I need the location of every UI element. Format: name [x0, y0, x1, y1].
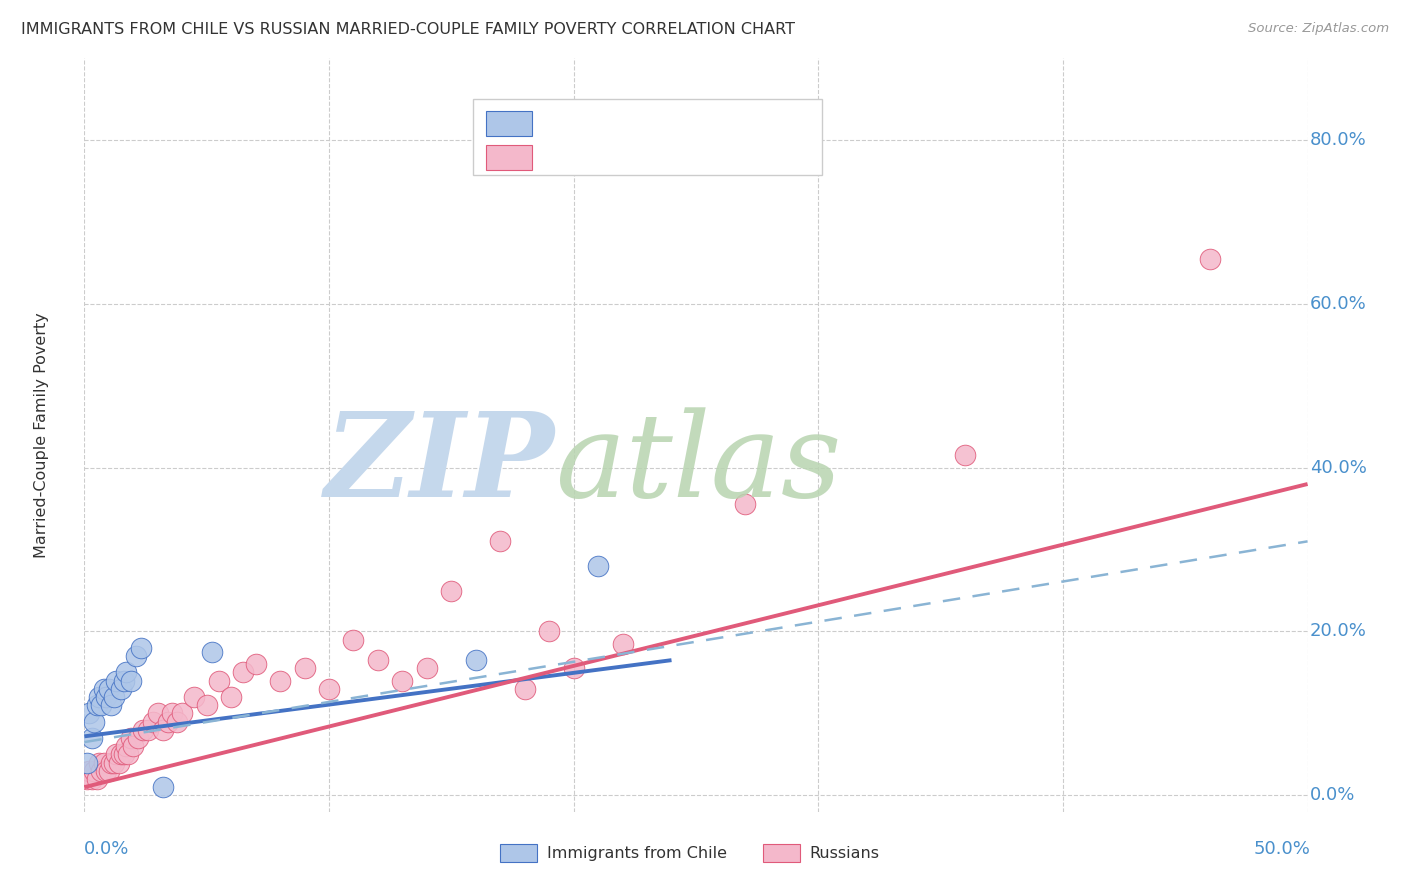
Point [96, 764, 118, 778]
Point [112, 673, 135, 688]
Point [538, 624, 561, 639]
Text: Immigrants from Chile: Immigrants from Chile [547, 846, 727, 861]
Text: R = 0.474   N = 23: R = 0.474 N = 23 [544, 114, 716, 132]
Point [76, 772, 98, 786]
Point [146, 706, 169, 721]
Point [110, 681, 132, 696]
Point [90, 764, 112, 778]
Point [200, 645, 222, 659]
Point [105, 673, 128, 688]
Point [416, 661, 439, 675]
Point [342, 632, 364, 647]
Point [77, 764, 100, 778]
Point [97, 681, 120, 696]
Point [586, 558, 609, 573]
Point [172, 706, 194, 721]
Point [367, 653, 389, 667]
Point [83, 764, 105, 778]
Point [120, 673, 142, 688]
FancyBboxPatch shape [501, 844, 537, 863]
Point [734, 498, 756, 512]
Point [86, 698, 108, 713]
Point [83, 714, 105, 729]
Point [183, 690, 205, 704]
Text: 60.0%: 60.0% [1310, 294, 1367, 313]
FancyBboxPatch shape [474, 99, 823, 175]
Point [127, 731, 149, 745]
Point [120, 731, 142, 745]
Point [391, 673, 413, 688]
Point [122, 739, 145, 754]
Point [86, 772, 108, 786]
Point [489, 534, 512, 549]
Point [115, 739, 138, 754]
Point [232, 665, 254, 680]
Point [105, 747, 128, 762]
Point [80, 731, 103, 745]
Text: 0.0%: 0.0% [84, 840, 129, 858]
Point [115, 665, 138, 680]
Point [125, 648, 148, 663]
Text: 40.0%: 40.0% [1310, 458, 1367, 476]
Point [162, 706, 184, 721]
Point [97, 764, 120, 778]
Point [87, 756, 110, 770]
Point [562, 661, 585, 675]
Text: IMMIGRANTS FROM CHILE VS RUSSIAN MARRIED-COUPLE FAMILY POVERTY CORRELATION CHART: IMMIGRANTS FROM CHILE VS RUSSIAN MARRIED… [21, 22, 794, 37]
Point [294, 661, 316, 675]
Point [166, 714, 188, 729]
Point [245, 657, 267, 672]
FancyBboxPatch shape [485, 145, 531, 169]
Text: 0.0%: 0.0% [1310, 787, 1355, 805]
FancyBboxPatch shape [763, 844, 800, 863]
Point [513, 681, 536, 696]
Point [208, 673, 231, 688]
Point [152, 723, 174, 737]
Text: Source: ZipAtlas.com: Source: ZipAtlas.com [1249, 22, 1389, 36]
Point [110, 747, 132, 762]
Point [1198, 252, 1220, 266]
Point [93, 756, 115, 770]
Point [93, 681, 115, 696]
Point [195, 698, 218, 713]
Point [103, 756, 125, 770]
Point [107, 756, 129, 770]
Point [112, 747, 135, 762]
Point [129, 640, 152, 655]
Point [77, 706, 100, 721]
Point [117, 747, 139, 762]
Text: atlas: atlas [555, 408, 842, 523]
Point [100, 756, 122, 770]
Point [103, 690, 125, 704]
Point [269, 673, 291, 688]
Point [100, 698, 122, 713]
Point [440, 583, 463, 598]
Point [464, 653, 486, 667]
Point [318, 681, 340, 696]
Point [87, 690, 110, 704]
Point [80, 772, 103, 786]
Point [76, 756, 98, 770]
FancyBboxPatch shape [485, 111, 531, 136]
Point [142, 714, 165, 729]
Point [132, 723, 155, 737]
Text: Russians: Russians [810, 846, 880, 861]
Text: ZIP: ZIP [325, 408, 555, 523]
Point [152, 780, 174, 794]
Text: Married-Couple Family Poverty: Married-Couple Family Poverty [34, 312, 49, 558]
Text: R = 0.691   N = 52: R = 0.691 N = 52 [544, 148, 714, 166]
Point [156, 714, 179, 729]
Point [96, 690, 118, 704]
Point [953, 448, 976, 462]
Point [612, 637, 634, 651]
Text: 80.0%: 80.0% [1310, 131, 1367, 149]
Point [219, 690, 242, 704]
Point [90, 698, 112, 713]
Text: 50.0%: 50.0% [1253, 840, 1310, 858]
Text: 20.0%: 20.0% [1310, 623, 1367, 640]
Point [136, 723, 159, 737]
